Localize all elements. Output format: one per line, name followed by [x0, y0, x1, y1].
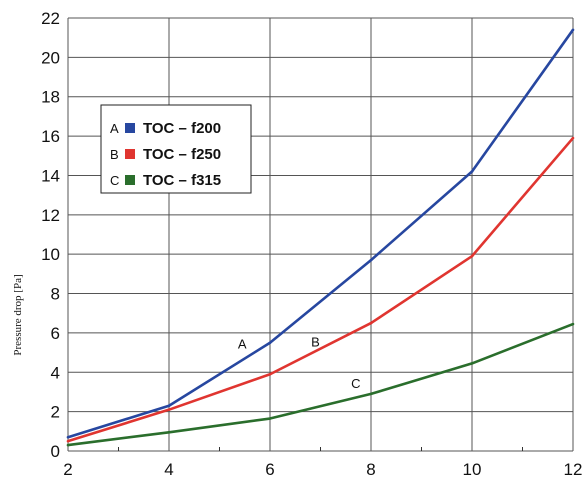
y-tick-label: 4	[51, 363, 60, 382]
series-lines	[66, 28, 575, 447]
data-point-c	[470, 362, 474, 365]
legend-letter-b: B	[110, 147, 119, 162]
curve-label-c: C	[351, 376, 360, 391]
y-tick-label: 10	[41, 245, 60, 264]
data-point-c	[167, 431, 171, 434]
data-point-c	[66, 443, 70, 447]
data-point-a	[369, 258, 373, 262]
legend-label-c: TOC – f315	[143, 172, 221, 189]
grid	[67, 17, 574, 452]
legend-label-a: TOC – f200	[143, 120, 221, 137]
data-point-b	[571, 136, 575, 140]
series-line-b	[67, 137, 574, 443]
legend-swatch-a	[125, 123, 135, 133]
legend-letter-c: C	[110, 173, 119, 188]
legend-swatch-c	[125, 175, 135, 185]
x-tick-label: 4	[164, 460, 173, 479]
y-tick-label: 0	[51, 442, 60, 461]
data-point-c	[268, 417, 272, 420]
y-tick-label: 20	[41, 48, 60, 67]
y-tick-label: 18	[41, 88, 60, 107]
x-tick-label: 12	[564, 460, 583, 479]
y-tick-label: 6	[51, 324, 60, 343]
data-point-c	[369, 392, 373, 396]
y-tick-label: 14	[41, 166, 60, 185]
data-point-b	[369, 321, 373, 325]
data-point-a	[167, 404, 171, 408]
data-point-b	[470, 254, 474, 258]
series-line-a	[67, 29, 575, 439]
y-tick-label: 22	[41, 9, 60, 28]
y-tick-label: 16	[41, 127, 60, 146]
series-line-c	[67, 322, 574, 447]
legend: A TOC – f200 B TOC – f250 C TOC – f315	[100, 104, 252, 194]
x-tick-label: 2	[63, 460, 72, 479]
curve-label-a: A	[238, 337, 247, 352]
x-tick-label: 10	[463, 460, 482, 479]
legend-letter-a: A	[110, 121, 119, 136]
data-point-b	[167, 408, 171, 411]
y-tick-label: 12	[41, 206, 60, 225]
x-tick-label: 8	[366, 460, 375, 479]
legend-label-b: TOC – f250	[143, 146, 221, 163]
y-tick-label: 8	[51, 285, 60, 304]
data-point-c	[571, 322, 575, 326]
legend-swatch-b	[125, 149, 135, 159]
x-tick-label: 6	[265, 460, 274, 479]
y-axis-label: Pressure drop [Pa]	[12, 274, 24, 355]
data-point-b	[66, 439, 70, 443]
data-point-a	[470, 170, 474, 173]
data-point-a	[268, 341, 272, 345]
curve-label-b: B	[311, 335, 320, 350]
data-point-a	[571, 28, 575, 32]
data-point-a	[66, 435, 70, 439]
data-point-b	[268, 372, 272, 376]
y-tick-label: 2	[51, 403, 60, 422]
curve-annotations: A B C	[238, 335, 361, 391]
